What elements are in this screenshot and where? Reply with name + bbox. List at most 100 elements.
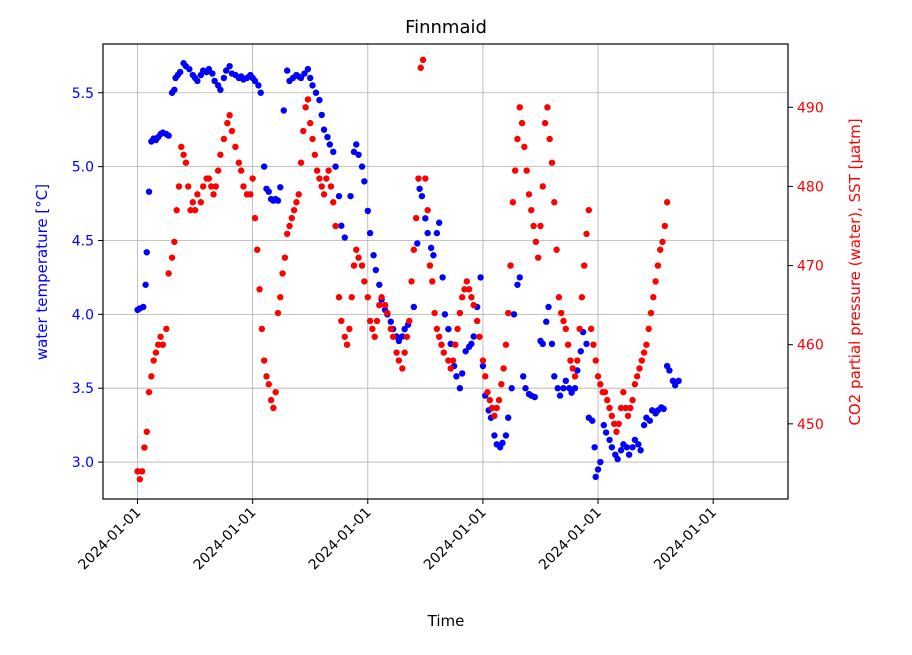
co2-point-39: [232, 143, 239, 151]
co2-point-148: [500, 365, 507, 372]
co2-point-77: [323, 175, 330, 182]
co2-point-92: [361, 278, 368, 285]
temperature-point-118: [468, 340, 475, 348]
temperature-point-153: [571, 385, 579, 392]
co2-point-177: [567, 357, 574, 364]
temperature-point-55: [280, 107, 287, 114]
co2-point-210: [643, 341, 650, 348]
co2-point-137: [473, 317, 481, 325]
co2-point-26: [197, 199, 205, 206]
co2-point-204: [629, 396, 636, 404]
co2-point-56: [274, 309, 282, 317]
co2-point-12: [163, 325, 170, 333]
temperature-point-165: [602, 429, 610, 436]
co2-point-46: [251, 214, 259, 222]
temperature-point-103: [424, 229, 431, 237]
co2-point-219: [663, 199, 671, 206]
temperature-point-160: [591, 444, 598, 451]
co2-point-55: [272, 388, 279, 396]
co2-point-114: [417, 64, 424, 71]
co2-point-181: [576, 325, 583, 333]
temperature-point-86: [372, 266, 380, 274]
temperature-point-170: [617, 447, 625, 454]
temperature-point-178: [640, 421, 648, 429]
temperature-point-173: [625, 451, 633, 458]
co2-point-198: [615, 420, 622, 428]
temperature-point-140: [531, 393, 538, 401]
temperature-point-176: [635, 441, 642, 448]
temperature-point-177: [637, 447, 644, 454]
co2-point-96: [371, 333, 378, 340]
co2-point-60: [284, 230, 291, 238]
co2-point-154: [514, 135, 521, 143]
temperature-point-67: [316, 96, 323, 104]
temperature-point-121: [477, 274, 484, 281]
left-axis-ticks: 3.0 3.5 4.0 4.5 5.0 5.5: [72, 86, 103, 471]
co2-point-158: [523, 167, 530, 174]
temperature-point-94: [395, 337, 403, 345]
co2-point-111: [410, 246, 418, 253]
co2-point-214: [652, 278, 659, 285]
temperature-point-68: [318, 111, 325, 119]
co2-point-37: [226, 112, 233, 119]
co2-point-81: [332, 222, 339, 230]
co2-point-121: [433, 325, 441, 333]
co2-point-135: [468, 294, 475, 301]
co2-point-182: [578, 294, 586, 301]
temperature-point-161: [592, 473, 599, 481]
co2-point-74: [316, 175, 323, 182]
co2-point-61: [286, 222, 293, 230]
co2-point-202: [624, 412, 632, 420]
co2-point-125: [445, 357, 452, 364]
co2-point-139: [479, 357, 487, 364]
co2-point-35: [220, 135, 228, 143]
co2-point-21: [184, 183, 192, 190]
temperature-point-135: [516, 274, 523, 281]
co2-point-169: [548, 159, 556, 166]
co2-point-115: [419, 56, 427, 64]
temperature-point-190: [675, 377, 682, 385]
co2-point-100: [381, 301, 389, 309]
temperature-point-53: [274, 197, 282, 204]
co2-point-87: [348, 294, 355, 301]
co2-point-147: [498, 381, 505, 388]
temperature-point-74: [335, 192, 343, 200]
co2-point-156: [518, 119, 526, 127]
co2-point-116: [422, 175, 429, 182]
plot-frame: [102, 43, 789, 500]
temperature-point-108: [439, 274, 446, 281]
co2-point-85: [343, 341, 351, 348]
co2-point-22: [187, 206, 194, 214]
co2-point-142: [486, 396, 494, 404]
temperature-point-174: [629, 444, 636, 451]
co2-point-90: [355, 254, 362, 261]
co2-point-31: [210, 191, 217, 198]
co2-point-44: [247, 191, 254, 198]
co2-point-124: [440, 349, 447, 356]
co2-point-143: [488, 404, 496, 412]
co2-point-216: [657, 246, 664, 253]
temperature-point-18: [176, 68, 184, 76]
temperature-point-99: [414, 240, 421, 247]
x-tick-label-5: 2024-01-01: [651, 505, 720, 574]
co2-point-174: [560, 317, 567, 325]
co2-point-201: [622, 404, 629, 412]
co2-point-193: [604, 396, 611, 404]
co2-point-80: [330, 199, 337, 206]
co2-point-41: [237, 167, 245, 174]
temperature-point-15: [171, 86, 178, 93]
co2-point-34: [217, 151, 224, 158]
co2-point-33: [214, 167, 222, 174]
temperature-point-29: [209, 70, 216, 77]
temperature-point-64: [307, 74, 314, 82]
temperature-point-95: [399, 333, 406, 340]
temperature-point-45: [255, 82, 262, 89]
temperature-point-119: [470, 333, 477, 340]
co2-point-126: [447, 365, 454, 372]
y2-tick-label-4: 490: [797, 100, 824, 116]
co2-point-76: [320, 191, 328, 198]
co2-point-110: [408, 278, 415, 285]
co2-point-27: [199, 183, 207, 190]
temperature-point-44: [251, 77, 259, 85]
temperature-point-75: [338, 222, 345, 229]
